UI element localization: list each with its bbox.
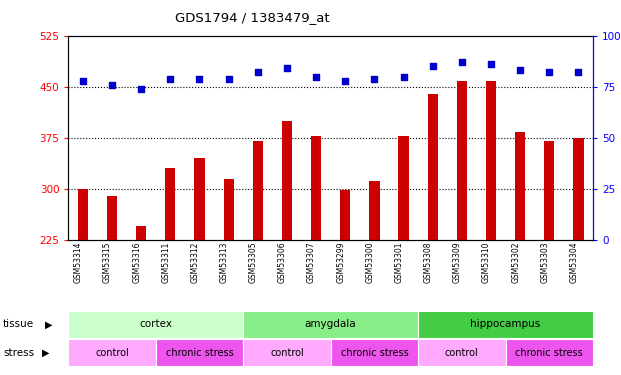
Bar — [505, 339, 593, 366]
Bar — [68, 339, 156, 366]
Bar — [340, 190, 350, 240]
Text: control: control — [445, 348, 479, 357]
Bar — [418, 339, 505, 366]
Bar — [428, 93, 438, 240]
Bar — [68, 311, 243, 338]
Point — [311, 74, 321, 80]
Point — [545, 69, 555, 75]
Point — [457, 59, 467, 65]
Text: ▶: ▶ — [45, 320, 53, 329]
Bar — [136, 226, 147, 240]
Bar — [243, 311, 418, 338]
Point — [340, 78, 350, 84]
Point — [224, 75, 233, 81]
Bar — [418, 311, 593, 338]
Point — [369, 75, 379, 81]
Bar — [399, 136, 409, 240]
Point — [78, 78, 88, 84]
Text: chronic stress: chronic stress — [515, 348, 583, 357]
Bar — [369, 181, 379, 240]
Point — [282, 65, 292, 71]
Point — [428, 63, 438, 69]
Text: hippocampus: hippocampus — [471, 320, 541, 329]
Bar — [243, 339, 330, 366]
Point — [399, 74, 409, 80]
Text: GDS1794 / 1383479_at: GDS1794 / 1383479_at — [175, 11, 329, 24]
Bar — [544, 141, 555, 240]
Bar — [194, 158, 204, 240]
Bar — [515, 132, 525, 240]
Bar — [156, 339, 243, 366]
Text: tissue: tissue — [3, 320, 34, 329]
Text: amygdala: amygdala — [305, 320, 356, 329]
Point — [253, 69, 263, 75]
Point — [486, 61, 496, 67]
Text: cortex: cortex — [139, 320, 172, 329]
Bar — [457, 81, 467, 240]
Bar — [78, 189, 88, 240]
Bar — [573, 138, 584, 240]
Bar — [282, 121, 292, 240]
Text: control: control — [270, 348, 304, 357]
Bar — [253, 141, 263, 240]
Text: ▶: ▶ — [42, 348, 49, 357]
Point — [515, 68, 525, 74]
Text: chronic stress: chronic stress — [166, 348, 233, 357]
Bar — [107, 196, 117, 240]
Point — [194, 75, 204, 81]
Bar — [330, 339, 418, 366]
Point — [136, 86, 146, 92]
Point — [165, 75, 175, 81]
Text: chronic stress: chronic stress — [340, 348, 408, 357]
Point — [574, 69, 584, 75]
Text: control: control — [95, 348, 129, 357]
Bar — [486, 81, 496, 240]
Point — [107, 82, 117, 88]
Text: stress: stress — [3, 348, 34, 357]
Bar — [165, 168, 176, 240]
Bar — [311, 136, 321, 240]
Bar — [224, 179, 233, 240]
